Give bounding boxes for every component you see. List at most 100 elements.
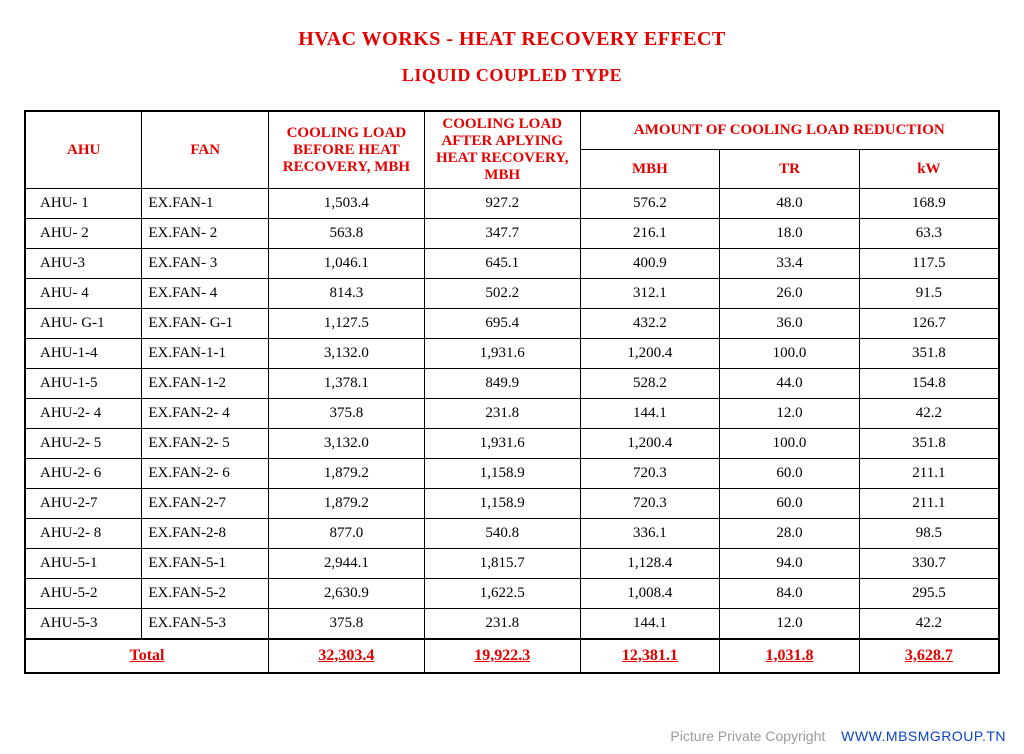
cell-mbh: 720.3 — [580, 459, 720, 489]
cell-after: 347.7 — [424, 219, 580, 249]
cell-ahu: AHU-1-5 — [25, 369, 142, 399]
cell-mbh: 432.2 — [580, 309, 720, 339]
cell-before: 1,046.1 — [268, 249, 424, 279]
cell-after: 231.8 — [424, 399, 580, 429]
col-after: COOLING LOAD AFTER APLYING HEAT RECOVERY… — [424, 111, 580, 189]
total-tr: 1,031.8 — [720, 639, 860, 673]
cell-kw: 295.5 — [859, 579, 999, 609]
cell-fan: EX.FAN-2- 5 — [142, 429, 269, 459]
cell-tr: 26.0 — [720, 279, 860, 309]
cell-mbh: 216.1 — [580, 219, 720, 249]
table-row: AHU-1-5EX.FAN-1-21,378.1849.9528.244.015… — [25, 369, 999, 399]
cell-before: 1,127.5 — [268, 309, 424, 339]
total-label: Total — [25, 639, 268, 673]
cell-tr: 44.0 — [720, 369, 860, 399]
cell-mbh: 144.1 — [580, 609, 720, 639]
cell-tr: 12.0 — [720, 399, 860, 429]
cell-mbh: 336.1 — [580, 519, 720, 549]
cell-before: 563.8 — [268, 219, 424, 249]
cell-tr: 48.0 — [720, 189, 860, 219]
cell-before: 3,132.0 — [268, 339, 424, 369]
table-row: AHU-3EX.FAN- 31,046.1645.1400.933.4117.5 — [25, 249, 999, 279]
cell-kw: 154.8 — [859, 369, 999, 399]
cell-fan: EX.FAN- 4 — [142, 279, 269, 309]
cell-tr: 36.0 — [720, 309, 860, 339]
cell-mbh: 528.2 — [580, 369, 720, 399]
cell-after: 1,815.7 — [424, 549, 580, 579]
cell-tr: 100.0 — [720, 429, 860, 459]
cell-kw: 117.5 — [859, 249, 999, 279]
cell-before: 1,378.1 — [268, 369, 424, 399]
cell-kw: 91.5 — [859, 279, 999, 309]
cell-fan: EX.FAN- G-1 — [142, 309, 269, 339]
data-table: AHU FAN COOLING LOAD BEFORE HEAT RECOVER… — [24, 110, 1000, 674]
table-row: AHU-5-2EX.FAN-5-22,630.91,622.51,008.484… — [25, 579, 999, 609]
cell-before: 1,879.2 — [268, 459, 424, 489]
cell-ahu: AHU-2- 8 — [25, 519, 142, 549]
table-row: AHU-1-4EX.FAN-1-13,132.01,931.61,200.410… — [25, 339, 999, 369]
cell-before: 1,879.2 — [268, 489, 424, 519]
cell-after: 927.2 — [424, 189, 580, 219]
cell-mbh: 400.9 — [580, 249, 720, 279]
cell-fan: EX.FAN- 2 — [142, 219, 269, 249]
cell-mbh: 1,128.4 — [580, 549, 720, 579]
col-before: COOLING LOAD BEFORE HEAT RECOVERY, MBH — [268, 111, 424, 189]
cell-ahu: AHU-2-7 — [25, 489, 142, 519]
cell-after: 695.4 — [424, 309, 580, 339]
cell-before: 2,944.1 — [268, 549, 424, 579]
cell-after: 231.8 — [424, 609, 580, 639]
cell-after: 540.8 — [424, 519, 580, 549]
cell-fan: EX.FAN-2- 4 — [142, 399, 269, 429]
cell-ahu: AHU- 1 — [25, 189, 142, 219]
table-row: AHU- G-1EX.FAN- G-11,127.5695.4432.236.0… — [25, 309, 999, 339]
cell-ahu: AHU-5-1 — [25, 549, 142, 579]
table-row: AHU-5-3EX.FAN-5-3375.8231.8144.112.042.2 — [25, 609, 999, 639]
col-reduction-group: AMOUNT OF COOLING LOAD REDUCTION — [580, 111, 999, 150]
cell-ahu: AHU-5-2 — [25, 579, 142, 609]
table-row: AHU-2- 4EX.FAN-2- 4375.8231.8144.112.042… — [25, 399, 999, 429]
cell-ahu: AHU- 2 — [25, 219, 142, 249]
footer: Picture Private Copyright WWW.MBSMGROUP.… — [670, 728, 1006, 744]
cell-after: 1,158.9 — [424, 489, 580, 519]
cell-ahu: AHU-3 — [25, 249, 142, 279]
title-line-1: HVAC WORKS - HEAT RECOVERY EFFECT — [24, 28, 1000, 51]
document-page: HVAC WORKS - HEAT RECOVERY EFFECT LIQUID… — [0, 0, 1024, 674]
cell-ahu: AHU-2- 6 — [25, 459, 142, 489]
cell-ahu: AHU-2- 4 — [25, 399, 142, 429]
cell-ahu: AHU-2- 5 — [25, 429, 142, 459]
cell-tr: 94.0 — [720, 549, 860, 579]
cell-mbh: 1,200.4 — [580, 429, 720, 459]
table-row: AHU-2- 8EX.FAN-2-8877.0540.8336.128.098.… — [25, 519, 999, 549]
col-kw: kW — [859, 150, 999, 189]
table-body: AHU- 1EX.FAN-11,503.4927.2576.248.0168.9… — [25, 189, 999, 639]
cell-kw: 168.9 — [859, 189, 999, 219]
cell-fan: EX.FAN-5-1 — [142, 549, 269, 579]
cell-mbh: 576.2 — [580, 189, 720, 219]
cell-mbh: 1,200.4 — [580, 339, 720, 369]
cell-kw: 330.7 — [859, 549, 999, 579]
col-tr: TR — [720, 150, 860, 189]
cell-after: 645.1 — [424, 249, 580, 279]
cell-fan: EX.FAN-1-1 — [142, 339, 269, 369]
cell-after: 1,931.6 — [424, 429, 580, 459]
cell-before: 2,630.9 — [268, 579, 424, 609]
col-mbh: MBH — [580, 150, 720, 189]
cell-kw: 63.3 — [859, 219, 999, 249]
table-row: AHU-2- 6EX.FAN-2- 61,879.21,158.9720.360… — [25, 459, 999, 489]
cell-kw: 211.1 — [859, 459, 999, 489]
cell-before: 1,503.4 — [268, 189, 424, 219]
cell-kw: 98.5 — [859, 519, 999, 549]
cell-tr: 12.0 — [720, 609, 860, 639]
total-kw: 3,628.7 — [859, 639, 999, 673]
table-row: AHU- 2EX.FAN- 2563.8347.7216.118.063.3 — [25, 219, 999, 249]
cell-kw: 351.8 — [859, 339, 999, 369]
cell-kw: 211.1 — [859, 489, 999, 519]
cell-fan: EX.FAN-1-2 — [142, 369, 269, 399]
table-row: AHU-2-7EX.FAN-2-71,879.21,158.9720.360.0… — [25, 489, 999, 519]
table-row: AHU- 4EX.FAN- 4814.3502.2312.126.091.5 — [25, 279, 999, 309]
table-row: AHU-2- 5EX.FAN-2- 53,132.01,931.61,200.4… — [25, 429, 999, 459]
total-after: 19,922.3 — [424, 639, 580, 673]
cell-after: 502.2 — [424, 279, 580, 309]
cell-fan: EX.FAN-2-8 — [142, 519, 269, 549]
cell-tr: 60.0 — [720, 489, 860, 519]
